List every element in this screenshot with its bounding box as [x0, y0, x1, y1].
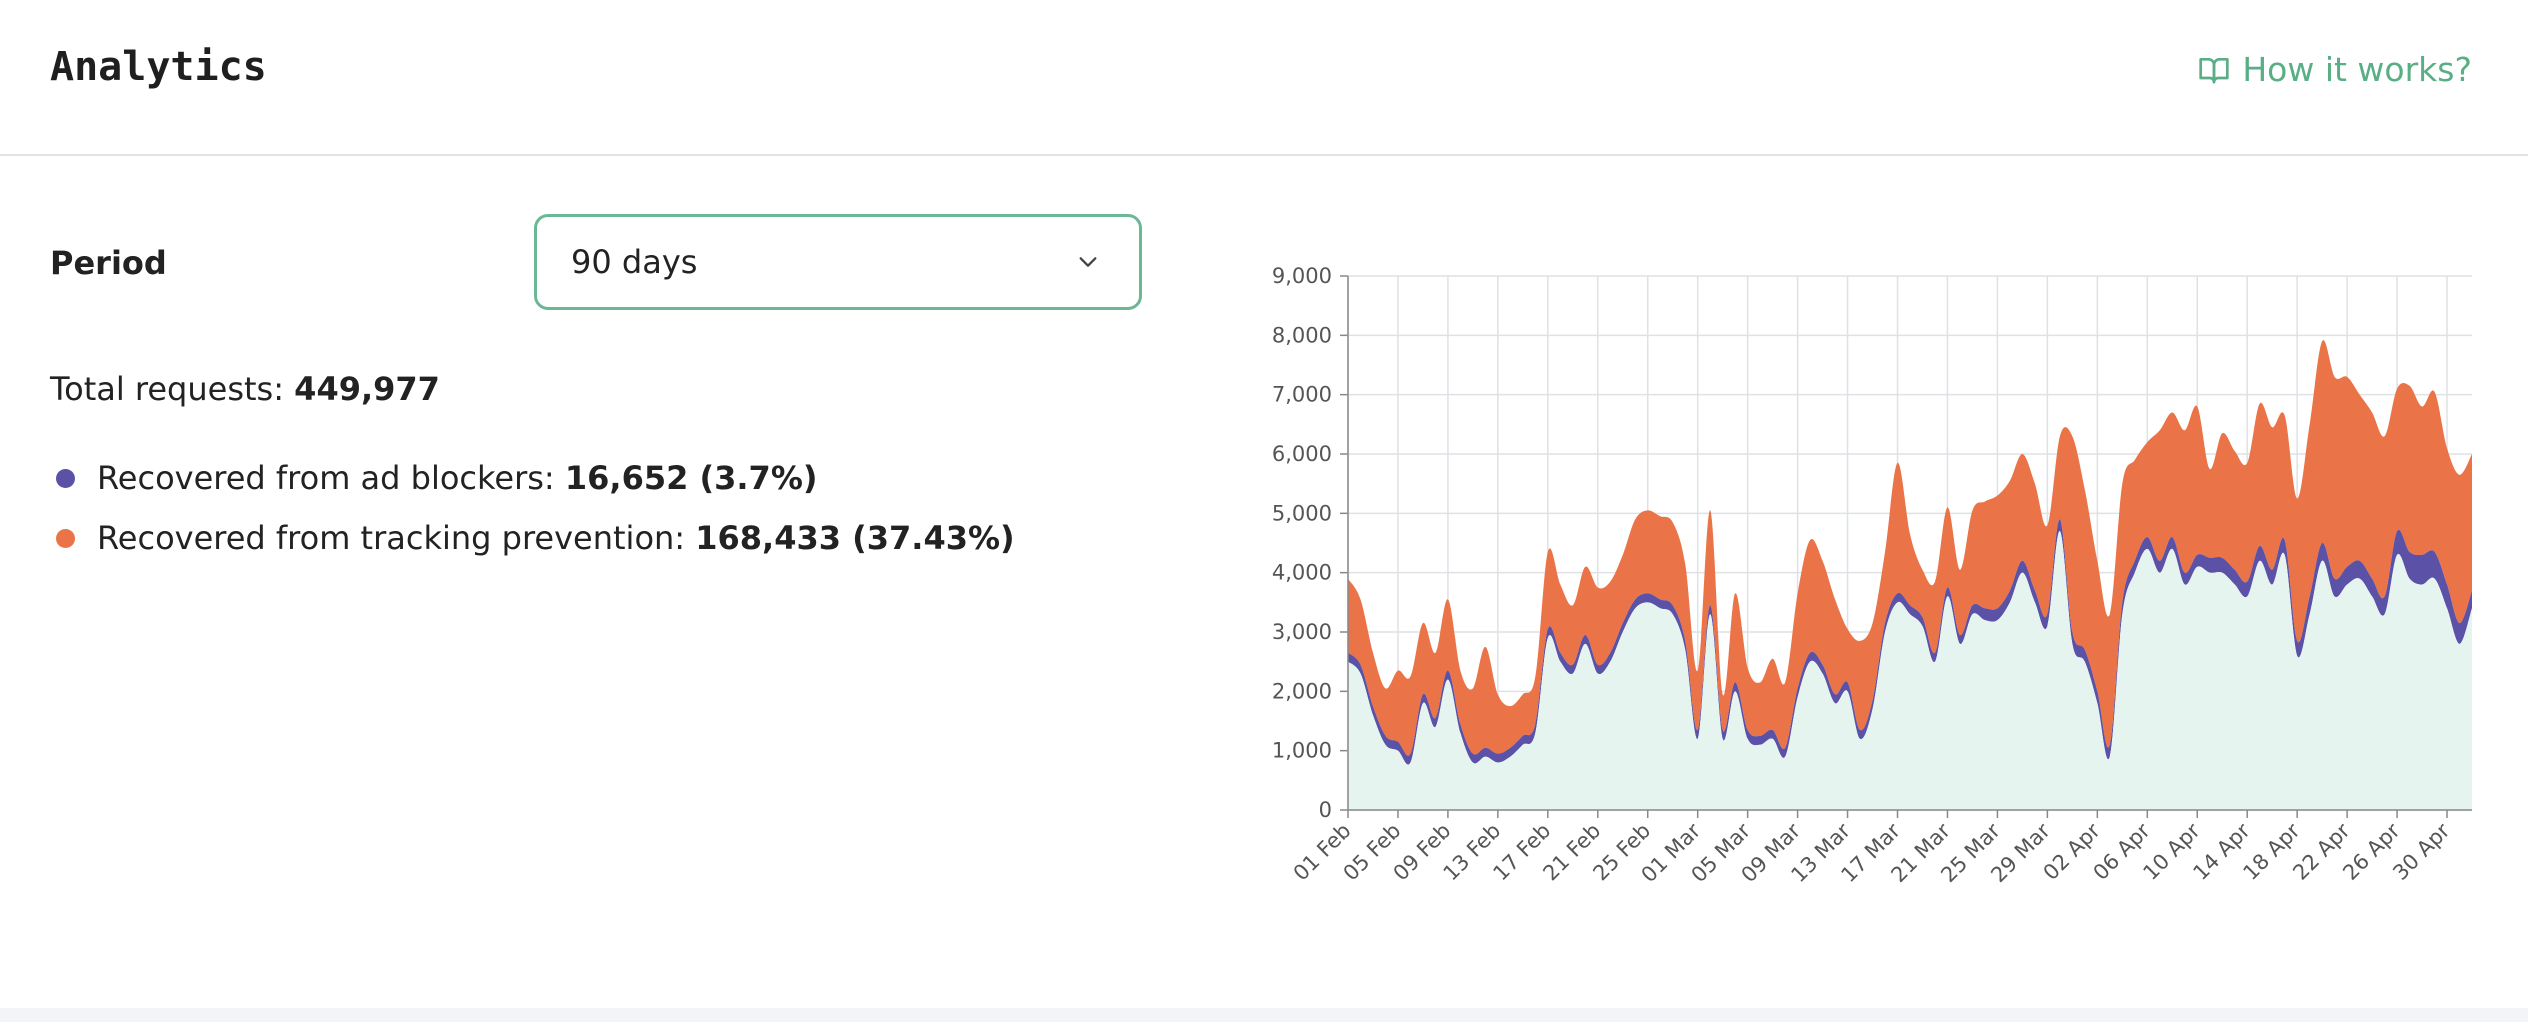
- chevron-down-icon: [1079, 257, 1097, 267]
- summary-legend: Recovered from ad blockers: 16,652 (3.7%…: [50, 448, 1015, 568]
- ad-blockers-value: 16,652 (3.7%): [564, 459, 818, 497]
- footer-strip: [0, 1008, 2528, 1022]
- tracking-label: Recovered from tracking prevention:: [97, 519, 686, 557]
- series-area-remaining: [1348, 531, 2472, 810]
- y-tick-label: 4,000: [1272, 561, 1332, 585]
- total-requests-label: Total requests:: [50, 370, 295, 408]
- period-label: Period: [50, 244, 167, 282]
- tracking-value: 168,433 (37.43%): [695, 519, 1015, 557]
- x-tick-label: 30 Apr: [2388, 818, 2455, 885]
- legend-item-ad-blockers: Recovered from ad blockers: 16,652 (3.7%…: [50, 448, 1015, 508]
- y-tick-label: 0: [1319, 798, 1332, 822]
- y-tick-label: 6,000: [1272, 442, 1332, 466]
- period-select-value: 90 days: [571, 243, 698, 281]
- page-header: Analytics How it works?: [0, 0, 2528, 156]
- y-tick-label: 7,000: [1272, 383, 1332, 407]
- ad-blockers-label: Recovered from ad blockers:: [97, 459, 555, 497]
- page-title: Analytics: [50, 44, 267, 90]
- how-it-works-label: How it works?: [2242, 50, 2472, 89]
- series-area-tracking-prevention: [1348, 340, 2472, 756]
- legend-item-tracking: Recovered from tracking prevention: 168,…: [50, 508, 1015, 568]
- ad-blockers-dot-icon: [56, 468, 75, 488]
- tracking-dot-icon: [56, 528, 75, 548]
- y-tick-label: 3,000: [1272, 620, 1332, 644]
- y-tick-label: 1,000: [1272, 739, 1332, 763]
- y-tick-label: 8,000: [1272, 323, 1332, 347]
- y-tick-label: 5,000: [1272, 501, 1332, 525]
- requests-area-chart: 0 1,000 2,000 3,000 4,000 5,000 6,000 7,000 8,00…: [1272, 264, 2472, 887]
- book-icon: [2199, 57, 2230, 83]
- y-tick-label: 9,000: [1272, 264, 1332, 288]
- how-it-works-link[interactable]: How it works?: [2198, 50, 2472, 89]
- total-requests-value: 449,977: [294, 370, 440, 408]
- period-select[interactable]: 90 days: [534, 214, 1142, 310]
- total-requests: Total requests: 449,977: [50, 370, 440, 408]
- y-tick-label: 2,000: [1272, 679, 1332, 703]
